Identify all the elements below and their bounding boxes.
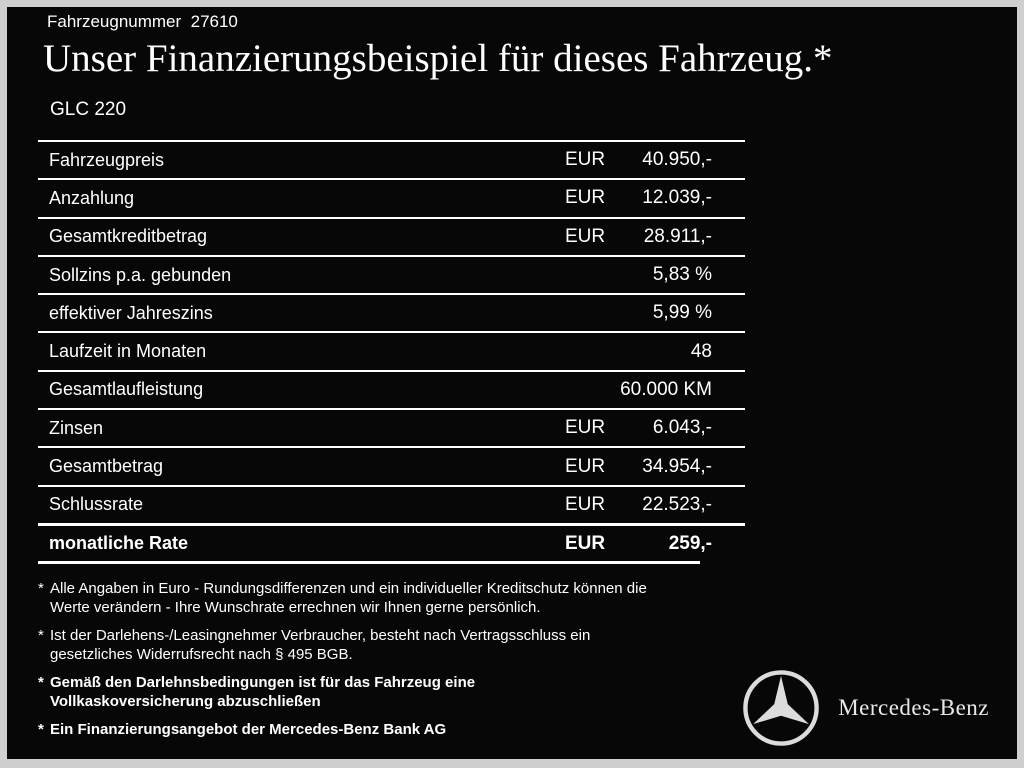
footnote-text: Ist der Darlehens-/Leasingnehmer Verbrau…	[50, 627, 591, 663]
finance-panel: Fahrzeugnummer 27610 Unser Finanzierungs…	[7, 7, 1017, 759]
table-row: Anzahlung EUR 12.039,-	[38, 178, 745, 216]
row-value: 40.950,-	[642, 149, 712, 171]
table-row: effektiver Jahreszins 5,99 %	[38, 293, 745, 331]
row-label: Schlussrate	[49, 494, 144, 515]
row-currency: EUR	[565, 493, 606, 515]
table-row: Schlussrate EUR 22.523,-	[38, 484, 745, 523]
row-value: 12.039,-	[642, 187, 712, 209]
row-label: Sollzins p.a. gebunden	[49, 264, 232, 285]
footnote: * Ist der Darlehens-/Leasingnehmer Verbr…	[38, 626, 758, 664]
footnote-text: Ein Finanzierungsangebot der Mercedes-Be…	[50, 721, 447, 738]
brand-name: Mercedes-Benz	[838, 695, 989, 720]
footnote-marker: *	[38, 674, 44, 691]
row-label: Laufzeit in Monaten	[49, 341, 207, 362]
page-title: Unser Finanzierungsbeispiel für dieses F…	[43, 37, 833, 80]
row-label: Zinsen	[49, 417, 104, 438]
row-label: Gesamtkreditbetrag	[49, 226, 208, 247]
row-value: 22.523,-	[642, 493, 712, 515]
footnote: * Ein Finanzierungsangebot der Mercedes-…	[38, 720, 758, 739]
row-value: 34.954,-	[642, 455, 712, 477]
row-value: 60.000 KM	[620, 378, 712, 400]
footnote-marker: *	[38, 627, 44, 644]
table-row: Sollzins p.a. gebunden 5,83 %	[38, 254, 745, 293]
row-value: 48	[690, 340, 712, 362]
row-label: Anzahlung	[49, 187, 135, 208]
brand-block: Mercedes-Benz	[742, 669, 989, 747]
row-value: 5,83 %	[652, 264, 712, 286]
row-value: 259,-	[668, 532, 712, 554]
row-currency: EUR	[565, 417, 606, 439]
row-label: Fahrzeugpreis	[49, 149, 165, 170]
row-value: 28.911,-	[643, 225, 712, 247]
vehicle-number: Fahrzeugnummer 27610	[47, 12, 238, 31]
table-bottom-line	[38, 561, 700, 565]
row-label: monatliche Rate	[49, 533, 189, 554]
table-row-monthly-rate: monatliche Rate EUR 259,-	[38, 522, 745, 561]
footnote: * Gemäß den Darlehnsbedingungen ist für …	[38, 673, 758, 711]
row-currency: EUR	[565, 149, 606, 171]
row-label: Gesamtbetrag	[49, 456, 164, 477]
table-row: Gesamtlaufleistung 60.000 KM	[38, 369, 745, 408]
footnotes: * Alle Angaben in Euro - Rundungsdiffere…	[38, 579, 758, 748]
vehicle-model: GLC 220	[50, 99, 127, 120]
table-row: Fahrzeugpreis EUR 40.950,-	[38, 140, 745, 178]
row-currency: EUR	[565, 225, 606, 247]
table-row: Gesamtkreditbetrag EUR 28.911,-	[38, 216, 745, 255]
footnote-text: Gemäß den Darlehnsbedingungen ist für da…	[50, 674, 476, 710]
table-row: Laufzeit in Monaten 48	[38, 331, 745, 369]
footnote: * Alle Angaben in Euro - Rundungsdiffere…	[38, 579, 758, 617]
row-currency: EUR	[565, 455, 606, 477]
financing-table: Fahrzeugpreis EUR 40.950,- Anzahlung EUR 1…	[38, 140, 745, 565]
row-label: Gesamtlaufleistung	[49, 379, 204, 400]
footnote-marker: *	[38, 721, 44, 738]
row-currency: EUR	[565, 187, 606, 209]
row-currency: EUR	[565, 532, 606, 554]
row-label: effektiver Jahreszins	[49, 302, 213, 323]
mercedes-star-icon	[742, 669, 820, 747]
footnote-text: Alle Angaben in Euro - Rundungsdifferenz…	[50, 580, 647, 616]
footnote-marker: *	[38, 580, 44, 597]
table-row: Gesamtbetrag EUR 34.954,-	[38, 446, 745, 484]
row-value: 6.043,-	[652, 417, 712, 439]
row-value: 5,99 %	[652, 302, 712, 324]
table-row: Zinsen EUR 6.043,-	[38, 408, 745, 446]
